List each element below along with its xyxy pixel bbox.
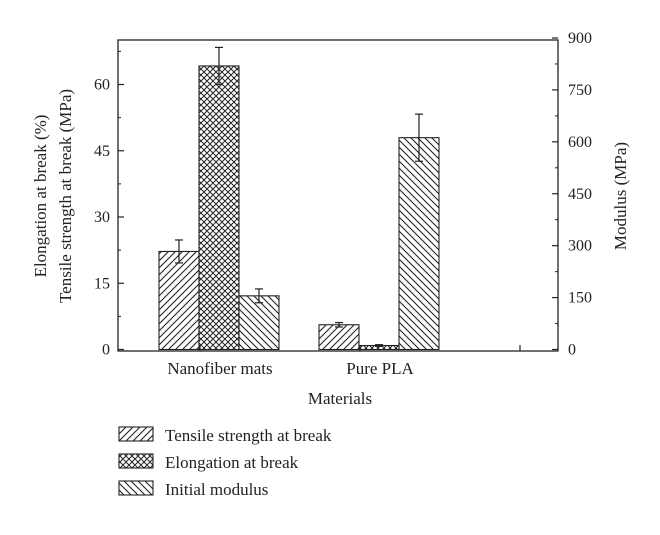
right-tick-label: 450	[568, 186, 592, 203]
right-tick-label: 750	[568, 82, 592, 99]
left-axis-label-tensile: Tensile strength at break (MPa)	[56, 89, 75, 303]
left-tick-label: 0	[102, 342, 110, 359]
legend-swatch	[118, 426, 154, 442]
right-tick-label: 600	[568, 134, 592, 151]
right-tick-label: 900	[568, 30, 592, 47]
left-tick-label: 45	[94, 143, 110, 160]
left-y-axis: 0 15 30 45 60	[94, 50, 124, 359]
left-axis-label-elongation: Elongation at break (%)	[31, 115, 50, 278]
left-tick-label: 60	[94, 77, 110, 94]
legend-label: Elongation at break	[165, 453, 299, 472]
bar	[198, 65, 240, 351]
x-axis-categories: Nanofiber mats Pure PLA	[167, 345, 521, 378]
legend-swatch	[118, 480, 154, 496]
right-tick-label: 150	[568, 290, 592, 307]
left-tick-label: 15	[94, 275, 110, 292]
x-axis-label: Materials	[308, 389, 372, 408]
legend: Tensile strength at break Elongation at b…	[118, 426, 332, 499]
bar	[398, 137, 440, 351]
category-label: Nanofiber mats	[167, 359, 272, 378]
plot-frame	[117, 39, 559, 352]
right-tick-label: 300	[568, 238, 592, 255]
legend-label: Tensile strength at break	[165, 426, 332, 445]
right-y-axis: 0 150 300 450 600 750 900	[552, 30, 592, 359]
left-axis-title: Elongation at break (%) Tensile strength…	[31, 89, 75, 303]
left-tick-label: 30	[94, 209, 110, 226]
bars	[158, 46, 440, 351]
right-tick-label: 0	[568, 342, 576, 359]
bar	[238, 295, 280, 351]
category-label: Pure PLA	[346, 359, 414, 378]
legend-swatch	[118, 453, 154, 469]
bar	[318, 324, 360, 351]
right-axis-label: Modulus (MPa)	[611, 142, 630, 250]
bar	[158, 250, 200, 351]
legend-label: Initial modulus	[165, 480, 268, 499]
